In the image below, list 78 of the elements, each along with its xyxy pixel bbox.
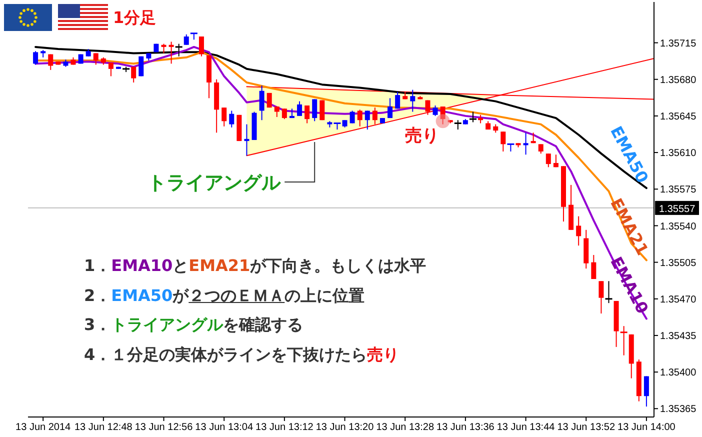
y-tick-label: 1.35470 (660, 294, 697, 306)
candlestick (33, 50, 38, 66)
x-tick-label: 13 Jun 13:52 (557, 422, 616, 434)
candlestick (282, 108, 287, 120)
annotation: 3． (84, 315, 112, 334)
candlestick (357, 109, 362, 127)
annotation: が下向き。もしくは水平 (250, 256, 426, 275)
candlestick (523, 132, 528, 156)
x-tick-label: 13 Jun 12:48 (74, 422, 133, 434)
annotation: EMA10 (111, 256, 173, 275)
annotation: を確認する (223, 315, 304, 334)
x-tick-label: 13 Jun 13:20 (316, 422, 374, 434)
candlestick (304, 104, 310, 124)
candlestick (350, 110, 355, 124)
candlestick (312, 98, 318, 122)
x-tick-label: 13 Jun 13:04 (195, 422, 254, 434)
x-tick-label: 13 Jun 14:00 (618, 422, 676, 434)
candlestick (274, 106, 280, 118)
annotation: の上に位置 (284, 286, 365, 304)
candlestick (244, 124, 250, 156)
x-tick-label: 13 Jun 13:36 (436, 422, 495, 434)
x-tick-label: 13 Jun 13:12 (256, 422, 314, 434)
annotation: トライアングル (111, 315, 224, 334)
annotation: 1． (84, 256, 112, 275)
candlestick (644, 376, 649, 408)
candlestick (48, 54, 54, 70)
annotation: ２つのＥＭＡ (188, 286, 285, 304)
x-tick-label: 13 Jun 13:44 (496, 422, 556, 434)
candlestick (297, 100, 302, 116)
y-tick-label: 1.35400 (660, 368, 697, 379)
ref-line-label: 1.35557 (659, 204, 696, 215)
candlestick (372, 107, 378, 125)
candlestick (388, 98, 393, 119)
chart-title: 1分足 (113, 8, 156, 29)
candlestick (410, 89, 416, 112)
candlestick (440, 106, 446, 125)
candlestick (364, 110, 370, 130)
y-tick-label: 1.35435 (660, 331, 697, 342)
candlestick (198, 36, 204, 57)
y-tick-label: 1.35505 (660, 258, 697, 269)
annotation: が (172, 286, 189, 304)
annotation: 4．１分足の実体がラインを下抜けたら (84, 344, 368, 364)
candlestick (93, 52, 98, 66)
y-tick-label: 1.35365 (660, 404, 697, 416)
annotation: EMA50 (111, 286, 173, 304)
candlestick (395, 91, 400, 110)
candlestick (168, 41, 174, 64)
candlestick (598, 280, 604, 314)
x-tick-label: 13 Jun 12:56 (134, 422, 194, 434)
candlestick (161, 43, 166, 54)
candlestick (259, 85, 264, 121)
candlestick (538, 144, 544, 154)
y-tick-label: 1.35540 (660, 221, 697, 232)
candlestick (108, 62, 114, 77)
annotation: と (172, 256, 189, 275)
x-tick-label: 13 Jun 2014 (16, 422, 72, 434)
annotation: 売り (367, 344, 400, 364)
candlestick (553, 154, 558, 168)
candlestick (576, 216, 582, 246)
y-tick-label: 1.35575 (660, 184, 697, 196)
y-tick-label: 1.35715 (660, 38, 697, 50)
candlestick (222, 107, 227, 127)
candlestick (591, 254, 596, 280)
candlestick (425, 100, 430, 116)
candlestick (184, 34, 189, 46)
x-tick-label: 13 Jun 13:28 (376, 422, 434, 434)
y-tick-label: 1.35680 (660, 74, 697, 86)
candlestick (131, 66, 136, 83)
candlestick (432, 104, 438, 116)
annotation: EMA21 (188, 256, 250, 275)
candlestick (229, 110, 234, 128)
candlestick (546, 153, 551, 168)
annotation: トライアングル (148, 172, 282, 194)
y-tick-label: 1.35645 (660, 111, 697, 122)
annotation: 売り (404, 126, 439, 146)
y-tick-label: 1.35610 (660, 148, 697, 160)
annotation: 2． (84, 286, 112, 304)
candlestick (500, 131, 506, 152)
